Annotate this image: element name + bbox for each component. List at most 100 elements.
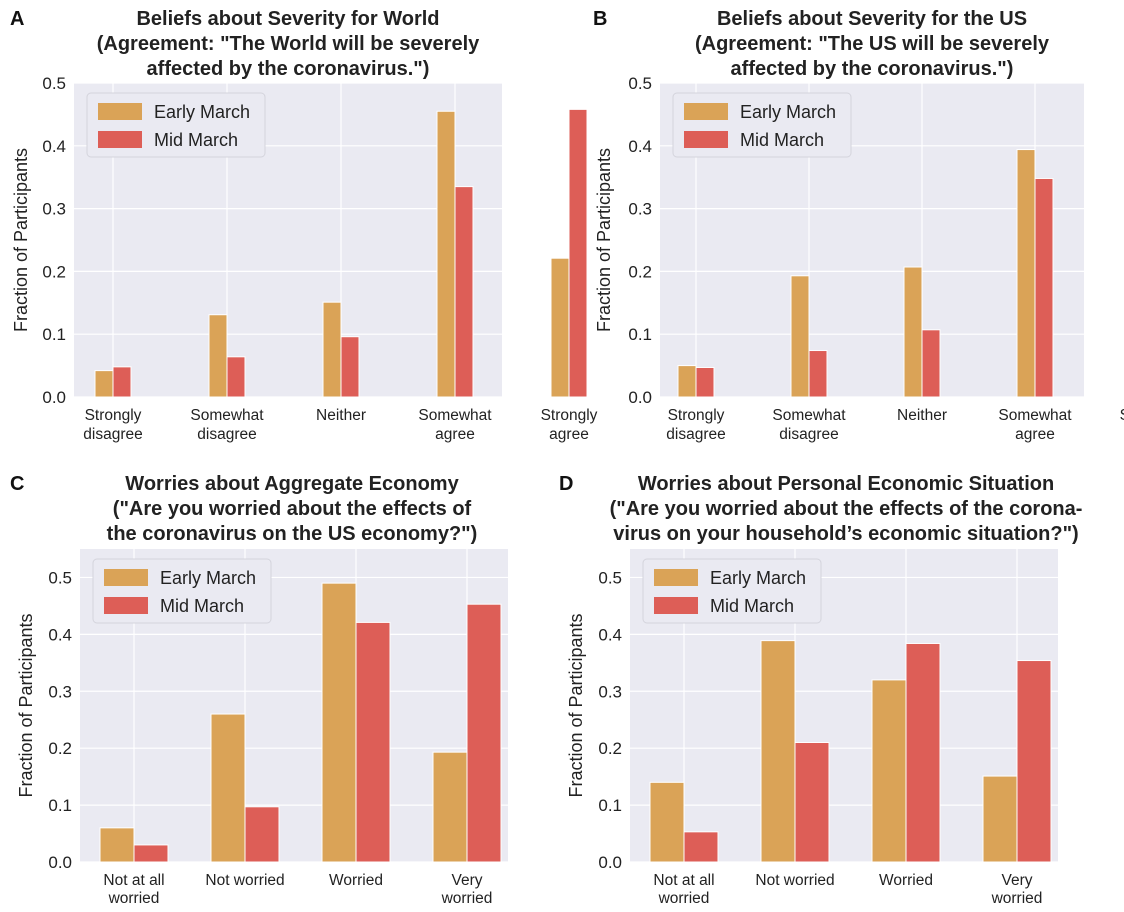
x-tick-label: disagree [779, 426, 838, 443]
y-tick-label: 0.2 [628, 262, 652, 281]
x-tick-label: disagree [666, 426, 725, 443]
chart-title-line: ("Are you worried about the effects of [113, 498, 472, 520]
x-tick-label: Strongly [668, 407, 725, 424]
panel-letter: A [10, 8, 24, 30]
legend-label: Mid March [160, 596, 244, 616]
x-tick-label: Somewhat [772, 407, 846, 424]
legend-swatch-mid-march [654, 597, 698, 614]
bar-early-march [790, 275, 810, 398]
legend: Early March Mid March [642, 558, 822, 624]
bar-early-march [982, 775, 1018, 863]
bar-mid-march [454, 186, 474, 398]
bar-mid-march [1034, 177, 1054, 398]
x-tick-label: Not at all [653, 872, 714, 889]
x-tick-label: Worried [879, 872, 933, 889]
legend-swatch-early-march [98, 103, 142, 120]
bar-early-march [436, 110, 456, 398]
y-tick-label: 0.3 [598, 682, 622, 701]
bar-early-march [1016, 149, 1036, 398]
bar-mid-march [808, 350, 828, 398]
x-tick-label: Somewhat [998, 407, 1072, 424]
x-tick-label: worried [441, 890, 493, 907]
bar-mid-march [794, 741, 830, 863]
bar-mid-march [340, 336, 360, 398]
y-axis-label: Fraction of Participants [566, 613, 586, 797]
bar-mid-march [1016, 660, 1052, 863]
y-tick-label: 0.2 [48, 739, 72, 758]
panel-letter: B [593, 8, 607, 30]
bar-mid-march [568, 108, 588, 398]
y-tick-label: 0.0 [48, 853, 72, 872]
chart-title-line: (Agreement: "The US will be severely [695, 33, 1050, 55]
bar-early-march [321, 582, 357, 863]
bar-early-march [760, 640, 796, 863]
x-tick-label: Strongly [541, 407, 598, 424]
chart-title-line: the coronavirus on the US economy?") [107, 523, 478, 545]
x-tick-label: worried [108, 890, 160, 907]
bar-mid-march [695, 366, 715, 398]
legend: Early March Mid March [672, 92, 852, 158]
x-tick-label: Neither [316, 407, 366, 424]
bar-mid-march [133, 844, 169, 863]
legend-label: Early March [710, 568, 806, 588]
y-tick-label: 0.1 [598, 796, 622, 815]
y-tick-label: 0.4 [42, 137, 66, 156]
x-tick-label: Very [451, 872, 482, 889]
bar-early-march [871, 679, 907, 863]
bar-early-march [99, 827, 135, 863]
y-tick-label: 0.4 [598, 625, 622, 644]
y-axis-label: Fraction of Participants [594, 148, 614, 332]
y-tick-label: 0.1 [628, 325, 652, 344]
x-tick-label: Very [1001, 872, 1032, 889]
bar-mid-march [112, 366, 132, 398]
bar-mid-march [355, 621, 391, 863]
y-tick-label: 0.3 [42, 200, 66, 219]
y-tick-label: 0.1 [42, 325, 66, 344]
legend-label: Early March [154, 102, 250, 122]
y-tick-label: 0.4 [628, 137, 652, 156]
legend-swatch-early-march [684, 103, 728, 120]
chart-title-line: Worries about Personal Economic Situatio… [638, 473, 1054, 495]
legend-swatch-early-march [654, 569, 698, 586]
x-tick-label: Strongly [1120, 407, 1124, 424]
y-tick-label: 0.5 [628, 74, 652, 93]
bar-early-march [677, 365, 697, 398]
y-tick-label: 0.2 [42, 262, 66, 281]
legend-label: Mid March [710, 596, 794, 616]
x-tick-label: disagree [83, 426, 142, 443]
chart-title-line: affected by the coronavirus.") [147, 58, 430, 80]
legend-swatch-mid-march [684, 131, 728, 148]
legend-label: Early March [160, 568, 256, 588]
legend: Early March Mid March [86, 92, 266, 158]
x-tick-label: worried [658, 890, 710, 907]
y-tick-label: 0.1 [48, 796, 72, 815]
legend-swatch-early-march [104, 569, 148, 586]
bar-mid-march [226, 356, 246, 398]
legend-label: Early March [740, 102, 836, 122]
y-tick-label: 0.5 [42, 74, 66, 93]
y-tick-label: 0.2 [598, 739, 622, 758]
x-tick-label: agree [1015, 426, 1055, 443]
x-tick-label: Somewhat [190, 407, 264, 424]
chart-title-line: Beliefs about Severity for World [136, 8, 439, 30]
panel-a: A Beliefs about Severity for World (Agreem… [10, 8, 598, 443]
chart-title-line: Beliefs about Severity for the US [717, 8, 1027, 30]
x-tick-label: Somewhat [418, 407, 492, 424]
x-tick-label: Strongly [85, 407, 142, 424]
x-tick-label: Worried [329, 872, 383, 889]
y-tick-label: 0.3 [48, 682, 72, 701]
chart-title-line: (Agreement: "The World will be severely [97, 33, 480, 55]
legend-label: Mid March [740, 130, 824, 150]
bar-mid-march [466, 603, 502, 863]
bar-early-march [649, 781, 685, 863]
bar-early-march [94, 370, 114, 398]
panel-b: B Beliefs about Severity for the US (Agree… [593, 8, 1124, 443]
bar-early-march [903, 266, 923, 398]
bar-mid-march [921, 329, 941, 398]
y-tick-label: 0.3 [628, 200, 652, 219]
panel-c: C Worries about Aggregate Economy ("Are yo… [10, 473, 508, 907]
y-axis-label: Fraction of Participants [16, 613, 36, 797]
panel-letter: C [10, 473, 24, 495]
